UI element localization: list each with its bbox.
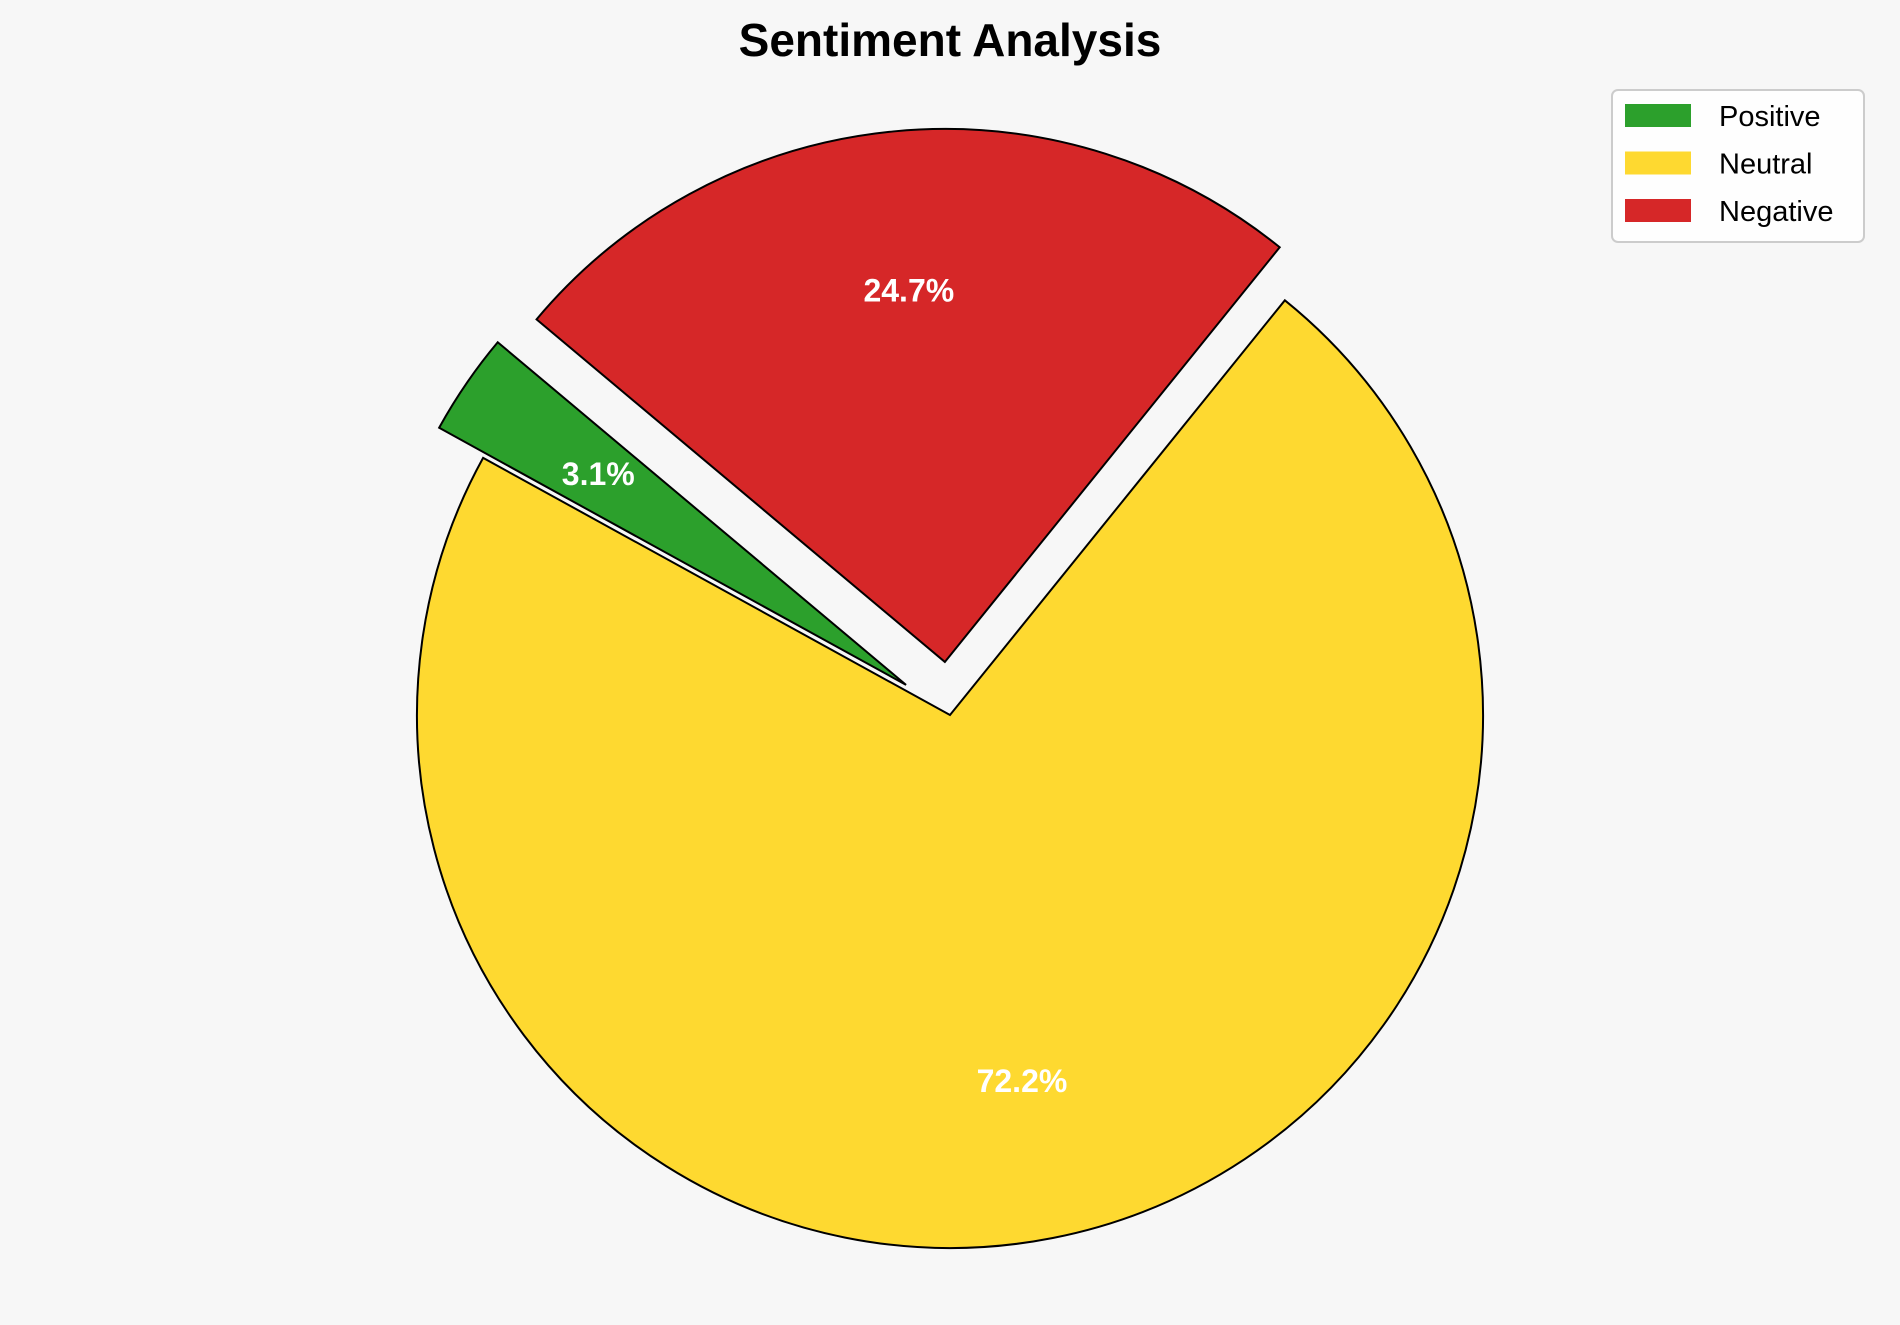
pie-slices [416,127,1484,1249]
legend-swatch-neutral [1625,151,1691,175]
chart-title: Sentiment Analysis [739,14,1162,66]
pct-label-neutral: 72.2% [977,1063,1068,1099]
pct-label-positive: 3.1% [562,456,635,492]
legend: Positive Neutral Negative [1611,89,1865,243]
legend-label-negative: Negative [1719,196,1833,228]
legend-label-neutral: Neutral [1719,149,1813,181]
pie-slice-negative [535,127,1282,664]
pie-slice-neutral [416,298,1484,1249]
legend-label-positive: Positive [1719,101,1821,133]
legend-swatch-positive [1625,104,1691,127]
pie-labels: 3.1% 72.2% 24.7% [562,273,1068,1100]
pie-slice-positive [437,340,907,686]
pct-label-negative: 24.7% [863,273,954,309]
legend-swatch-negative [1625,199,1691,222]
